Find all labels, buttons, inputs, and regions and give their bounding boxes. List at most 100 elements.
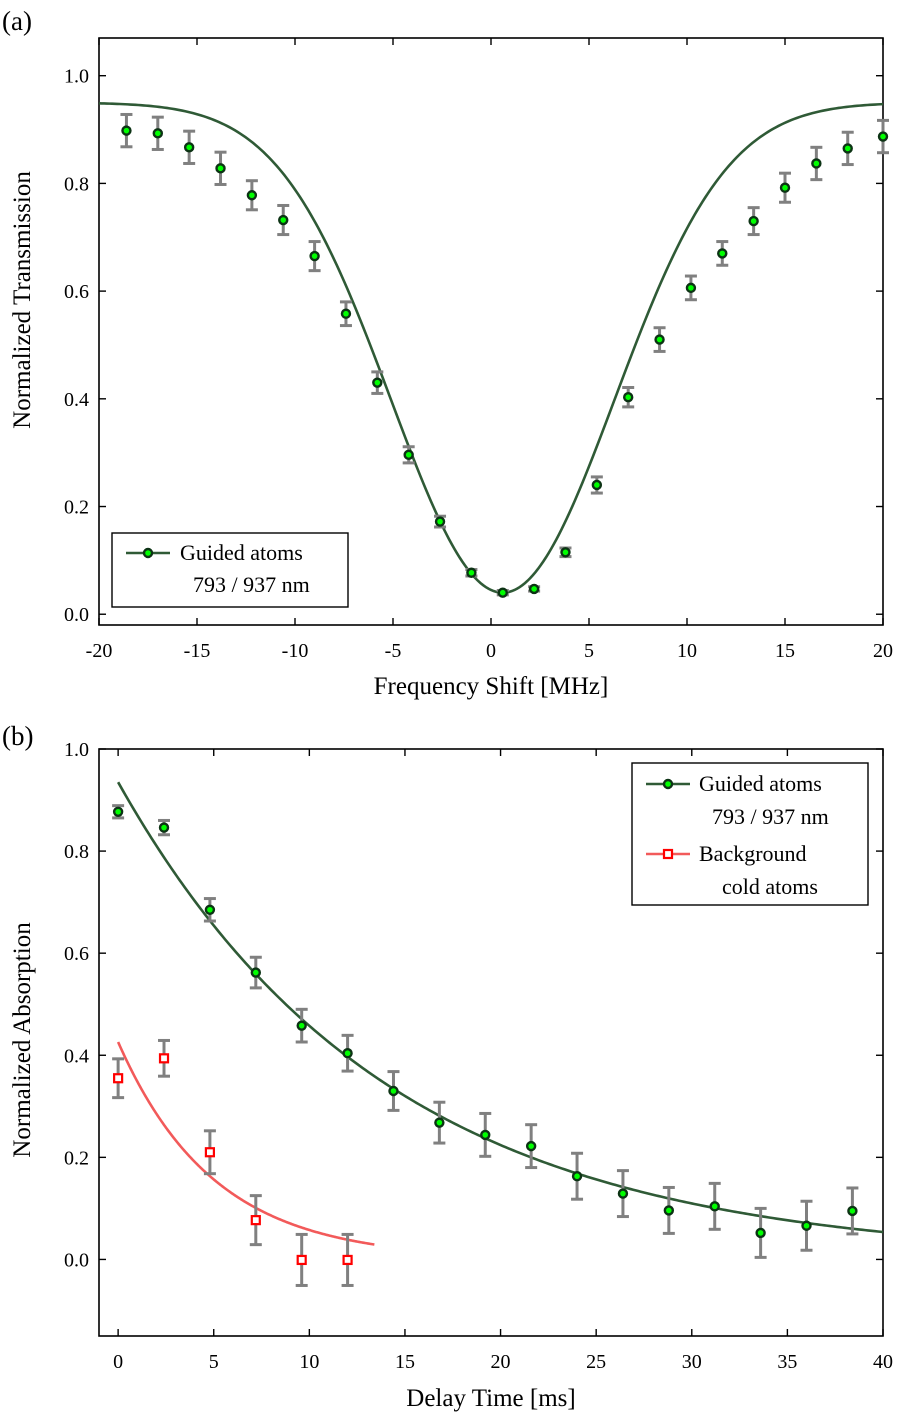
panel-b-data-points (112, 804, 859, 1287)
data-point-guided (663, 1205, 675, 1216)
data-point-guided (342, 1048, 353, 1059)
data-point-guided (528, 583, 540, 595)
legend-marker-square (662, 848, 674, 860)
data-point-guided (183, 142, 195, 153)
fit-curve-guided (116, 781, 884, 1234)
panel-a-legend-box (111, 532, 349, 608)
data-point-guided (204, 904, 216, 915)
data-point-guided (121, 125, 132, 136)
data-point-guided (623, 392, 634, 403)
y-tick-label: 0.6 (64, 943, 89, 965)
data-point-guided (685, 282, 697, 294)
y-tick-label: 0.0 (64, 604, 89, 626)
y-tick-label: 0.6 (64, 281, 89, 303)
data-point-guided (340, 308, 352, 319)
panel-a-x-axis-label: Frequency Shift [MHz] (374, 673, 609, 700)
data-point-background (342, 1254, 353, 1266)
data-point-guided (717, 248, 728, 259)
panel-a: (a) -20 -15 -10 -5 0 5 10 15 20 0.0 0.2 0.4 0.6 0.8 1.… (2, 6, 893, 700)
panel-b-x-axis-label: Delay Time [ms] (406, 1385, 575, 1412)
data-point-guided (480, 1129, 491, 1141)
y-tick-label: 1.0 (64, 739, 89, 761)
x-tick-label: 0 (486, 640, 496, 662)
data-point-background (158, 1053, 170, 1064)
panel-b-legend-label-guided-line2: 793 / 937 nm (712, 804, 829, 829)
data-point-guided (755, 1227, 766, 1239)
data-point-guided (591, 479, 603, 491)
x-tick-label: 40 (873, 1351, 893, 1373)
data-point-guided (112, 806, 124, 817)
data-point-background (113, 1073, 124, 1084)
y-tick-label: 0.4 (64, 389, 89, 411)
data-point-guided (617, 1188, 629, 1199)
legend-marker-circle (662, 778, 674, 790)
panel-b-legend-label-guided: Guided atoms (699, 771, 822, 796)
data-point-guided (466, 567, 477, 578)
x-tick-label: 15 (775, 640, 795, 662)
x-tick-label: -10 (282, 640, 309, 662)
data-point-background (204, 1147, 216, 1158)
data-point-guided (842, 143, 853, 154)
data-point-guided (748, 215, 759, 227)
panel-b-y-axis-label: Normalized Absorption (9, 922, 36, 1158)
x-tick-label: 5 (209, 1351, 219, 1373)
data-point-guided (847, 1205, 858, 1217)
x-tick-label: -15 (184, 640, 211, 662)
x-tick-label: 30 (682, 1351, 702, 1373)
x-tick-label: 15 (395, 1351, 415, 1373)
panel-b-legend-label-background-line2: cold atoms (722, 874, 818, 899)
panel-b: (b) 0 5 10 15 20 25 30 35 40 0.0 0.2 0.4 0.6 0.8 1.0 D… (2, 721, 893, 1412)
data-point-guided (560, 547, 571, 558)
x-tick-label: -20 (86, 640, 113, 662)
data-point-guided (388, 1085, 399, 1097)
panel-a-legend-label-line2: 793 / 937 nm (193, 572, 310, 597)
data-point-guided (497, 587, 508, 598)
data-point-guided (372, 377, 383, 388)
data-point-guided (525, 1140, 537, 1152)
data-point-guided (877, 131, 889, 142)
panel-a-label: (a) (2, 6, 32, 36)
panel-b-legend-label-background: Background (699, 841, 807, 866)
x-tick-label: 10 (299, 1351, 319, 1373)
data-point-guided (434, 1117, 445, 1128)
data-point-background (296, 1254, 307, 1266)
data-point-guided (152, 128, 164, 139)
data-point-guided (246, 190, 258, 201)
data-point-guided (811, 158, 822, 169)
x-tick-label: -5 (385, 640, 402, 662)
panel-a-y-axis-label: Normalized Transmission (9, 171, 36, 429)
data-point-guided (158, 822, 170, 833)
panel-b-plot-frame (98, 748, 884, 1337)
data-point-guided (215, 163, 226, 174)
data-point-guided (571, 1171, 583, 1182)
data-point-guided (709, 1201, 720, 1212)
legend-marker-circle (142, 547, 154, 559)
fit-curve-background (116, 1041, 375, 1246)
panel-a-data-points (120, 112, 889, 598)
data-point-guided (296, 1020, 307, 1031)
data-point-guided (434, 516, 446, 527)
panel-a-fit-lines (98, 102, 884, 594)
y-tick-label: 0.8 (64, 173, 89, 195)
data-point-guided (309, 250, 320, 262)
data-point-guided (403, 449, 414, 461)
fit-curve-guided (98, 102, 884, 594)
data-point-guided (250, 967, 262, 978)
y-tick-label: 0.2 (64, 1147, 89, 1169)
panel-a-legend: Guided atoms 793 / 937 nm (111, 532, 349, 608)
y-tick-label: 0.2 (64, 497, 89, 519)
panel-b-axes: 0 5 10 15 20 25 30 35 40 0.0 0.2 0.4 0.6 0.8 1.0 (64, 739, 893, 1373)
x-tick-label: 25 (586, 1351, 606, 1373)
panel-b-legend: Guided atoms 793 / 937 nm Background col… (631, 762, 869, 906)
x-tick-label: 20 (491, 1351, 511, 1373)
data-point-guided (801, 1220, 812, 1231)
data-point-guided (278, 214, 289, 226)
data-point-background (250, 1215, 261, 1226)
panel-a-axes: -20 -15 -10 -5 0 5 10 15 20 0.0 0.2 0.4 0.6 0.8 1.0 (64, 38, 893, 662)
panel-a-legend-label: Guided atoms (180, 540, 303, 565)
y-tick-label: 0.0 (64, 1249, 89, 1271)
data-point-guided (779, 182, 791, 193)
y-tick-label: 1.0 (64, 66, 89, 88)
panel-b-fit-lines (116, 781, 884, 1246)
